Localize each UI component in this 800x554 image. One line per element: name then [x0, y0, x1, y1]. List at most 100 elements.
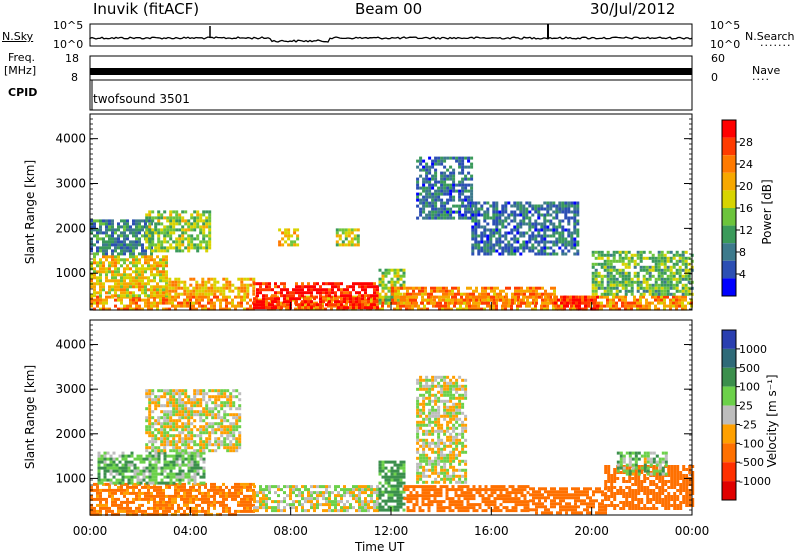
power-cell — [501, 246, 505, 250]
power-cell — [480, 207, 484, 211]
power-cell — [627, 274, 631, 278]
power-cell — [591, 292, 595, 296]
power-cell — [117, 246, 120, 250]
power-cell — [168, 280, 172, 284]
power-cell — [431, 207, 435, 211]
power-cell — [436, 286, 439, 290]
power-cell — [531, 301, 534, 305]
velocity-cell — [165, 506, 168, 510]
power-cell — [293, 231, 297, 235]
power-cell — [147, 294, 150, 298]
velocity-cell — [399, 502, 403, 506]
power-cell — [151, 243, 155, 247]
velocity-cell — [163, 449, 167, 453]
power-cell — [502, 289, 505, 293]
velocity-cell — [219, 491, 222, 495]
power-cell — [183, 301, 186, 305]
velocity-cell — [97, 481, 101, 485]
velocity-cell — [99, 494, 102, 498]
power-cell — [531, 207, 535, 211]
velocity-cell — [403, 485, 407, 489]
power-cell — [202, 210, 206, 214]
velocity-cell — [376, 491, 379, 495]
power-cell — [169, 222, 173, 226]
velocity-cell — [358, 509, 361, 513]
power-cell — [186, 289, 190, 293]
power-cell — [334, 294, 337, 298]
power-cell — [443, 213, 447, 217]
power-cell — [150, 252, 153, 256]
power-cell — [531, 222, 535, 226]
velocity-cell — [289, 485, 292, 489]
power-cell — [443, 171, 447, 175]
velocity-cell — [190, 410, 194, 414]
power-cell — [422, 210, 426, 214]
power-cell — [618, 250, 622, 254]
velocity-cell — [223, 419, 227, 423]
power-cell — [597, 262, 601, 266]
power-cell — [547, 292, 550, 296]
velocity-cell — [412, 506, 416, 510]
power-cell — [663, 289, 667, 293]
power-cell — [672, 265, 676, 269]
velocity-cell — [228, 506, 231, 510]
power-cell — [202, 234, 206, 238]
power-cell — [394, 301, 397, 305]
power-cell — [153, 294, 156, 298]
power-cell — [425, 162, 429, 166]
power-cell — [425, 195, 429, 199]
power-cell — [684, 289, 688, 293]
power-cell — [651, 274, 655, 278]
power-cell — [514, 292, 517, 296]
power-cell — [277, 306, 280, 310]
power-cell — [126, 225, 129, 229]
power-cell — [597, 274, 601, 278]
power-cell — [660, 283, 664, 287]
power-cell — [123, 249, 126, 253]
velocity-cell — [238, 392, 242, 396]
power-cell — [495, 249, 499, 253]
power-cell — [419, 162, 423, 166]
power-cell — [347, 243, 351, 247]
power-cell — [517, 292, 520, 296]
power-cell — [169, 237, 173, 241]
freq-band — [90, 68, 692, 75]
power-cell — [111, 237, 114, 241]
power-cell — [93, 228, 96, 232]
power-cell — [208, 213, 212, 217]
power-cell — [145, 237, 149, 241]
velocity-cell — [160, 410, 164, 414]
power-cell — [561, 204, 565, 208]
velocity-cell — [160, 466, 164, 470]
power-cell — [319, 294, 322, 298]
power-cell — [504, 249, 508, 253]
velocity-cell — [112, 481, 116, 485]
velocity-cell — [384, 508, 388, 512]
power-cell — [274, 294, 277, 298]
velocity-cell — [193, 434, 197, 438]
velocity-cell — [178, 425, 182, 429]
velocity-cell — [129, 506, 132, 510]
velocity-cell — [387, 469, 391, 473]
velocity-cell — [280, 500, 283, 504]
power-cell — [310, 306, 313, 310]
power-cell — [443, 201, 447, 205]
power-cell — [157, 231, 161, 235]
velocity-cell — [378, 460, 382, 464]
power-cell — [428, 171, 432, 175]
velocity-cell — [123, 488, 126, 492]
velocity-cell — [111, 491, 114, 495]
velocity-cell — [105, 509, 108, 513]
power-cell — [90, 243, 93, 247]
power-cell — [666, 250, 670, 254]
power-cell — [654, 289, 658, 293]
velocity-cell — [393, 484, 397, 488]
velocity-cell — [117, 512, 120, 516]
power-cell — [159, 270, 162, 274]
velocity-cell — [126, 491, 129, 495]
velocity-cell — [199, 475, 203, 479]
power-cell — [636, 271, 640, 275]
power-cell — [373, 282, 376, 286]
power-cell — [458, 207, 462, 211]
power-cell — [273, 304, 276, 308]
